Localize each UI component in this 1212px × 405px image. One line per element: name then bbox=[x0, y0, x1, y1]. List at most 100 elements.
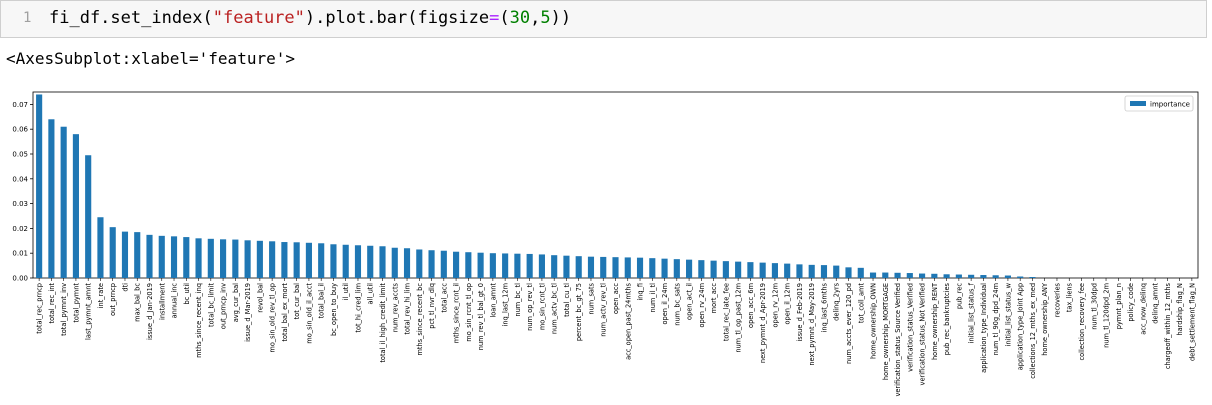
x-tick-label: total_acc bbox=[440, 283, 448, 313]
bar bbox=[674, 259, 680, 278]
code-line[interactable]: fi_df.set_index("feature").plot.bar(figs… bbox=[49, 8, 571, 28]
bar bbox=[220, 239, 226, 278]
bar bbox=[110, 227, 116, 278]
x-tick-label: tot_hi_cred_lim bbox=[354, 283, 362, 333]
x-tick-label: total_rec_late_fee bbox=[722, 283, 730, 341]
x-tick-label: recoveries bbox=[1053, 282, 1061, 317]
bar bbox=[453, 252, 459, 278]
x-tick-label: num_tl_op_past_12m bbox=[735, 283, 743, 353]
bar bbox=[159, 236, 165, 278]
x-tick-label: delinq_amnt bbox=[1152, 283, 1160, 324]
y-tick-label: 0.04 bbox=[12, 175, 28, 183]
x-tick-label: open_act_il bbox=[686, 283, 694, 320]
x-tick-label: mo_sin_rcnt_tl bbox=[538, 283, 546, 330]
x-tick-label: debt_settlement_flag_N bbox=[1188, 283, 1196, 361]
bar bbox=[343, 245, 349, 278]
bar bbox=[404, 248, 410, 278]
x-tick-label: collections_12_mths_ex_med bbox=[1029, 283, 1037, 379]
x-tick-label: mo_sin_old_rev_tl_op bbox=[269, 283, 277, 353]
y-tick-label: 0.03 bbox=[12, 200, 28, 208]
x-tick-label: mo_sin_rcnt_tl_op bbox=[465, 283, 473, 342]
bar bbox=[490, 253, 496, 278]
bar bbox=[563, 256, 569, 278]
x-tick-label: total_cu_tl bbox=[563, 283, 571, 317]
x-tick-label: num_tl_120dpd_2m bbox=[1103, 283, 1111, 348]
bar bbox=[539, 254, 545, 278]
x-tick-label: total_rev_hi_lim bbox=[404, 283, 412, 335]
bar bbox=[711, 261, 717, 278]
bar bbox=[588, 257, 594, 278]
bar bbox=[183, 237, 189, 278]
x-tick-label: num_tl_90g_dpd_24m bbox=[992, 283, 1000, 355]
x-tick-label: loan_amnt bbox=[489, 283, 497, 318]
x-tick-label: pub_rec_bankruptcies bbox=[943, 282, 951, 355]
x-tick-label: delinq_2yrs bbox=[833, 282, 841, 320]
bar bbox=[416, 249, 422, 278]
bar bbox=[257, 241, 263, 278]
bar bbox=[1029, 277, 1035, 278]
x-tick-label: verification_status_Not Verified bbox=[919, 283, 927, 385]
bar bbox=[294, 242, 300, 278]
bar bbox=[821, 265, 827, 278]
x-tick-label: num_tl_30dpd bbox=[1090, 283, 1098, 330]
bar bbox=[195, 238, 201, 278]
bar bbox=[686, 260, 692, 278]
x-tick-label: bc_open_to_buy bbox=[330, 283, 338, 336]
x-tick-label: mort_acc bbox=[710, 283, 718, 314]
x-tick-label: mths_since_rcnt_il bbox=[453, 283, 461, 343]
bar bbox=[858, 268, 864, 278]
bar bbox=[318, 243, 324, 278]
bar bbox=[306, 243, 312, 278]
bar bbox=[698, 260, 704, 278]
x-tick-label: home_ownership_OWN bbox=[870, 283, 878, 359]
bar bbox=[355, 245, 361, 278]
bar bbox=[428, 250, 434, 278]
y-tick-label: 0.00 bbox=[12, 275, 28, 283]
y-tick-label: 0.01 bbox=[12, 250, 28, 258]
legend-swatch bbox=[1130, 101, 1146, 106]
x-tick-label: verification_status_Source Verified bbox=[894, 283, 902, 397]
x-tick-label: out_prncp bbox=[109, 283, 117, 316]
bar bbox=[146, 235, 152, 278]
x-tick-label: collection_recovery_fee bbox=[1078, 283, 1086, 361]
bar bbox=[122, 232, 128, 278]
bar bbox=[845, 267, 851, 278]
x-tick-label: total_bc_limit bbox=[207, 283, 215, 327]
code-cell-input[interactable]: 1 fi_df.set_index("feature").plot.bar(fi… bbox=[0, 0, 1207, 38]
bar bbox=[73, 134, 79, 278]
bar bbox=[527, 254, 533, 278]
code-comma: , bbox=[530, 8, 540, 28]
x-tick-label: acc_now_delinq bbox=[1139, 283, 1147, 335]
x-tick-label: mths_since_recent_bc bbox=[416, 283, 424, 356]
bar bbox=[944, 274, 950, 278]
code-number-height: 5 bbox=[540, 8, 550, 28]
x-tick-label: mths_since_recent_inq bbox=[195, 283, 203, 358]
x-tick-label: num_accts_ever_120_pd bbox=[845, 283, 853, 364]
x-tick-label: all_util bbox=[367, 283, 375, 305]
bar bbox=[465, 252, 471, 278]
code-number-width: 30 bbox=[510, 8, 530, 28]
x-tick-label: home_ownership_RENT bbox=[931, 282, 939, 360]
x-tick-label: open_il_12m bbox=[784, 283, 792, 325]
bar bbox=[772, 263, 778, 278]
bar bbox=[269, 241, 275, 278]
x-tick-label: chargeoff_within_12_mths bbox=[1164, 282, 1172, 369]
code-part-call: fi_df.set_index( bbox=[49, 8, 213, 28]
x-tick-label: open_acc bbox=[612, 283, 620, 314]
bar bbox=[208, 239, 214, 278]
y-tick-label: 0.07 bbox=[12, 101, 28, 109]
bar bbox=[784, 264, 790, 278]
x-tick-label: total_il_high_credit_limit bbox=[379, 283, 387, 363]
x-tick-label: num_il_tl bbox=[649, 283, 657, 313]
x-tick-label: hardship_flag_N bbox=[1176, 283, 1184, 336]
x-tick-label: num_bc_sats bbox=[673, 282, 681, 325]
bar bbox=[612, 257, 618, 278]
bar bbox=[134, 232, 140, 278]
bar bbox=[600, 257, 606, 278]
x-tick-label: total_rec_prncp bbox=[36, 283, 44, 334]
x-tick-label: total_bal_ex_mort bbox=[281, 283, 289, 342]
x-tick-label: open_acc_6m bbox=[747, 283, 755, 328]
x-tick-label: home_ownership_ANY bbox=[1041, 282, 1049, 356]
x-tick-label: mo_sin_old_il_acct bbox=[305, 283, 313, 344]
bar bbox=[502, 253, 508, 278]
